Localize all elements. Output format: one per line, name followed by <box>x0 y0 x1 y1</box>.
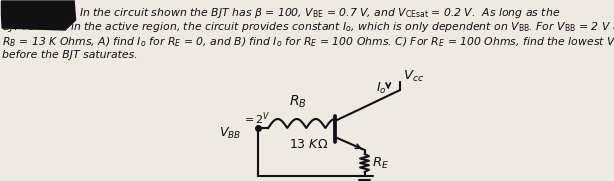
Polygon shape <box>1 1 76 30</box>
Text: $13\ K\Omega$: $13\ K\Omega$ <box>289 138 328 151</box>
Text: $R_E$: $R_E$ <box>372 155 389 171</box>
Text: $R_B$: $R_B$ <box>289 94 307 110</box>
Text: BJT remains in the active region, the circuit provides constant I$_o$, which is : BJT remains in the active region, the ci… <box>2 20 614 35</box>
Text: $= 2^V$: $= 2^V$ <box>241 111 270 127</box>
Text: before the BJT saturates.: before the BJT saturates. <box>2 49 138 60</box>
Text: $V_{cc}$: $V_{cc}$ <box>403 68 424 84</box>
Text: $I_o$: $I_o$ <box>376 81 387 96</box>
Text: R$_B$ = 13 K Ohms, A) find I$_o$ for R$_E$ = 0, and B) find I$_o$ for R$_E$ = 10: R$_B$ = 13 K Ohms, A) find I$_o$ for R$_… <box>2 35 614 49</box>
Text: In the circuit shown the BJT has $\beta$ = 100, V$_{\rm BE}$ = 0.7 V, and V$_{\r: In the circuit shown the BJT has $\beta$… <box>79 6 560 20</box>
Text: $V_{BB}$: $V_{BB}$ <box>219 125 241 141</box>
